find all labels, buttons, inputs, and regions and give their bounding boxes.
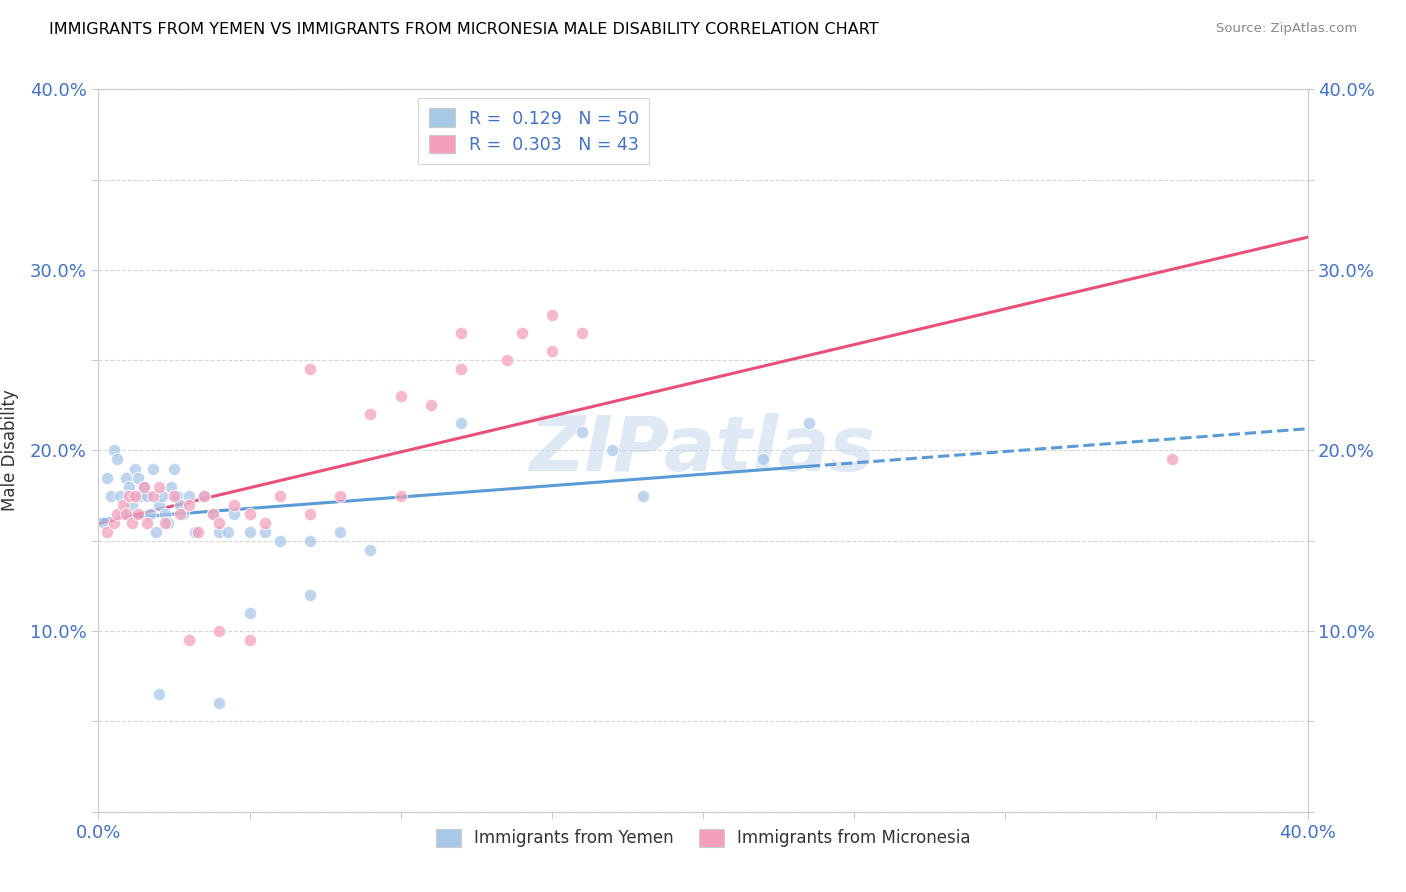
Point bbox=[103, 443, 125, 458]
Point bbox=[150, 489, 173, 503]
Y-axis label: Male Disability: Male Disability bbox=[0, 390, 18, 511]
Point bbox=[103, 516, 125, 530]
Point bbox=[172, 507, 194, 521]
Point bbox=[208, 524, 231, 539]
Point bbox=[253, 524, 276, 539]
Point bbox=[253, 516, 276, 530]
Point bbox=[111, 507, 134, 521]
Point bbox=[124, 489, 146, 503]
Point bbox=[224, 507, 246, 521]
Legend: Immigrants from Yemen, Immigrants from Micronesia: Immigrants from Yemen, Immigrants from M… bbox=[429, 822, 977, 854]
Point bbox=[631, 489, 654, 503]
Point bbox=[179, 489, 201, 503]
Point bbox=[160, 480, 183, 494]
Point bbox=[142, 461, 165, 475]
Point bbox=[105, 507, 128, 521]
Point bbox=[208, 516, 231, 530]
Point bbox=[224, 498, 246, 512]
Point bbox=[269, 533, 291, 548]
Point bbox=[202, 507, 225, 521]
Point bbox=[169, 498, 191, 512]
Point bbox=[208, 624, 231, 639]
Point bbox=[179, 498, 201, 512]
Point bbox=[100, 489, 122, 503]
Point bbox=[299, 507, 322, 521]
Point bbox=[139, 507, 162, 521]
Point bbox=[169, 507, 191, 521]
Point bbox=[108, 489, 131, 503]
Point bbox=[148, 687, 170, 701]
Point bbox=[571, 326, 593, 340]
Point bbox=[193, 489, 215, 503]
Point bbox=[145, 524, 167, 539]
Point bbox=[124, 461, 146, 475]
Text: IMMIGRANTS FROM YEMEN VS IMMIGRANTS FROM MICRONESIA MALE DISABILITY CORRELATION : IMMIGRANTS FROM YEMEN VS IMMIGRANTS FROM… bbox=[49, 22, 879, 37]
Point bbox=[121, 516, 143, 530]
Point bbox=[179, 633, 201, 648]
Point bbox=[156, 516, 179, 530]
Point bbox=[208, 697, 231, 711]
Text: Source: ZipAtlas.com: Source: ZipAtlas.com bbox=[1216, 22, 1357, 36]
Point bbox=[299, 588, 322, 602]
Point bbox=[450, 326, 472, 340]
Point bbox=[132, 480, 155, 494]
Point bbox=[142, 489, 165, 503]
Point bbox=[360, 542, 382, 557]
Point bbox=[127, 507, 149, 521]
Point bbox=[93, 516, 115, 530]
Point bbox=[360, 407, 382, 422]
Point bbox=[510, 326, 533, 340]
Point bbox=[118, 489, 141, 503]
Point bbox=[239, 507, 262, 521]
Point bbox=[118, 480, 141, 494]
Point bbox=[299, 533, 322, 548]
Point bbox=[105, 452, 128, 467]
Point bbox=[540, 308, 562, 322]
Point bbox=[114, 507, 136, 521]
Text: ZIPatlas: ZIPatlas bbox=[530, 414, 876, 487]
Point bbox=[96, 470, 118, 484]
Point bbox=[135, 516, 157, 530]
Point bbox=[239, 633, 262, 648]
Point bbox=[153, 507, 176, 521]
Point bbox=[540, 344, 562, 359]
Point bbox=[495, 353, 517, 368]
Point bbox=[797, 417, 820, 431]
Point bbox=[148, 480, 170, 494]
Point bbox=[389, 489, 412, 503]
Point bbox=[239, 524, 262, 539]
Point bbox=[450, 362, 472, 376]
Point bbox=[269, 489, 291, 503]
Point bbox=[217, 524, 239, 539]
Point bbox=[329, 489, 352, 503]
Point bbox=[135, 489, 157, 503]
Point bbox=[121, 498, 143, 512]
Point bbox=[96, 524, 118, 539]
Point bbox=[163, 461, 186, 475]
Point bbox=[187, 524, 209, 539]
Point bbox=[166, 489, 188, 503]
Point bbox=[239, 606, 262, 620]
Point bbox=[184, 524, 207, 539]
Point bbox=[129, 489, 152, 503]
Point bbox=[752, 452, 775, 467]
Point bbox=[132, 480, 155, 494]
Point bbox=[111, 498, 134, 512]
Point bbox=[389, 389, 412, 403]
Point bbox=[450, 417, 472, 431]
Point bbox=[114, 470, 136, 484]
Point bbox=[329, 524, 352, 539]
Point bbox=[202, 507, 225, 521]
Point bbox=[127, 470, 149, 484]
Point bbox=[163, 489, 186, 503]
Point bbox=[602, 443, 624, 458]
Point bbox=[299, 362, 322, 376]
Point bbox=[193, 489, 215, 503]
Point bbox=[420, 398, 443, 412]
Point bbox=[148, 498, 170, 512]
Point bbox=[153, 516, 176, 530]
Point bbox=[1160, 452, 1182, 467]
Point bbox=[571, 425, 593, 440]
